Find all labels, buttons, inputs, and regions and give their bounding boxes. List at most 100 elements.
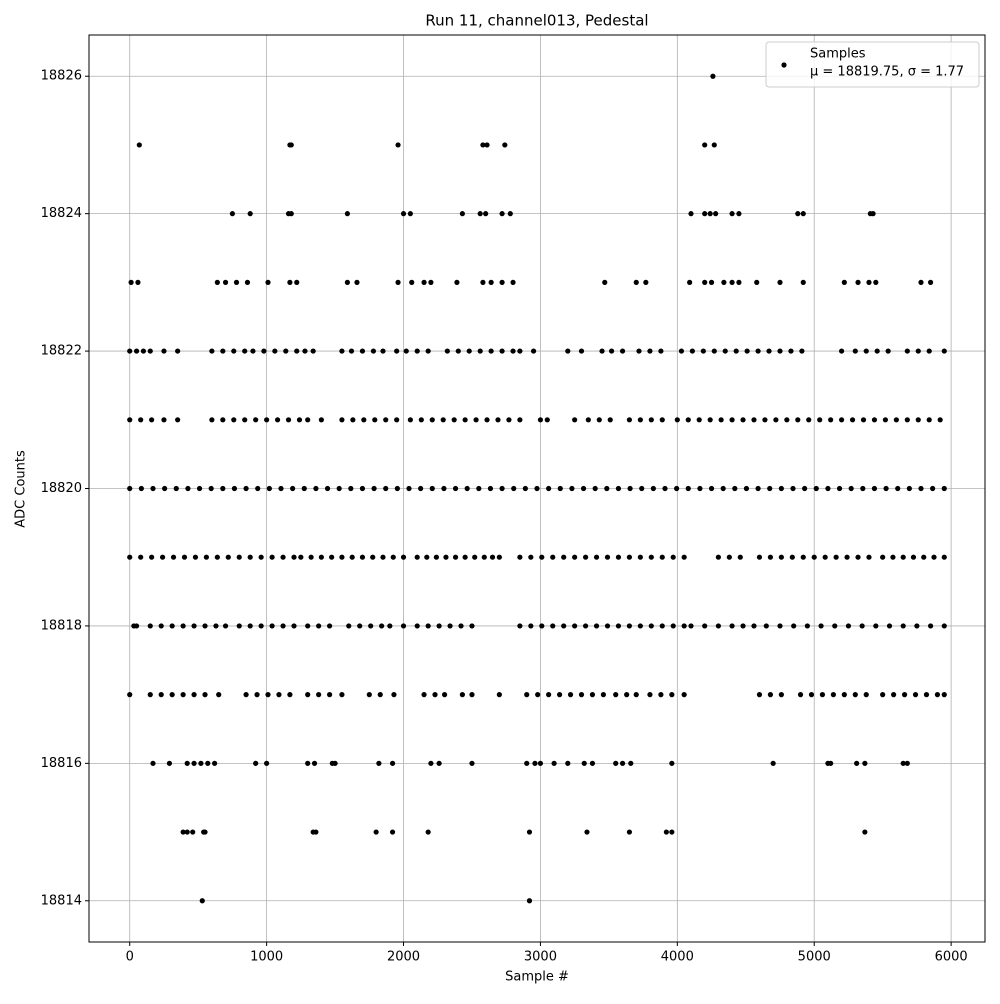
data-point bbox=[797, 692, 804, 698]
data-point bbox=[291, 623, 297, 629]
data-point bbox=[418, 485, 424, 492]
data-point bbox=[740, 623, 746, 629]
data-point bbox=[844, 554, 850, 560]
data-point bbox=[860, 485, 866, 492]
data-point bbox=[763, 623, 769, 629]
data-point bbox=[582, 623, 589, 629]
data-point bbox=[190, 829, 196, 835]
data-point bbox=[287, 279, 293, 285]
data-point bbox=[425, 829, 431, 835]
data-point bbox=[756, 554, 763, 560]
data-point bbox=[565, 760, 571, 766]
x-tick-label: 3000 bbox=[524, 950, 557, 965]
data-point bbox=[254, 692, 260, 698]
data-point bbox=[830, 692, 836, 698]
data-point bbox=[487, 485, 494, 492]
data-point bbox=[359, 485, 366, 492]
data-point bbox=[526, 829, 533, 835]
data-point bbox=[199, 898, 205, 904]
data-point bbox=[689, 348, 695, 354]
data-point bbox=[713, 211, 719, 217]
data-point bbox=[849, 417, 856, 423]
y-tick-label: 18822 bbox=[41, 344, 82, 359]
data-point bbox=[310, 348, 316, 354]
data-point bbox=[880, 554, 886, 560]
data-point bbox=[185, 485, 191, 492]
data-point bbox=[324, 485, 331, 492]
data-point bbox=[361, 417, 367, 423]
data-point bbox=[702, 279, 708, 285]
data-point bbox=[329, 554, 335, 560]
data-point bbox=[539, 623, 545, 629]
data-point bbox=[901, 692, 908, 698]
data-point bbox=[274, 417, 281, 423]
data-point bbox=[873, 623, 879, 629]
data-point bbox=[702, 623, 708, 629]
data-point bbox=[754, 279, 760, 285]
data-point bbox=[681, 554, 687, 560]
data-point bbox=[918, 279, 924, 285]
data-point bbox=[863, 692, 869, 698]
data-point bbox=[674, 485, 680, 492]
data-point bbox=[484, 142, 490, 148]
data-point bbox=[287, 692, 293, 698]
data-point bbox=[395, 279, 401, 285]
data-point bbox=[288, 211, 294, 217]
data-point bbox=[828, 760, 834, 766]
data-point bbox=[451, 417, 457, 423]
data-point bbox=[127, 554, 133, 560]
data-point bbox=[522, 485, 528, 492]
data-point bbox=[278, 485, 284, 492]
data-point bbox=[184, 760, 190, 766]
data-point bbox=[648, 417, 654, 423]
data-point bbox=[532, 760, 538, 766]
data-point bbox=[561, 554, 567, 560]
data-point bbox=[127, 485, 133, 492]
data-point bbox=[203, 554, 209, 560]
data-point bbox=[138, 485, 144, 492]
data-point bbox=[593, 554, 600, 560]
data-point bbox=[233, 279, 240, 285]
data-point bbox=[359, 348, 366, 354]
y-tick-label: 18824 bbox=[41, 206, 82, 221]
data-point bbox=[305, 760, 311, 766]
data-point bbox=[604, 554, 611, 560]
data-point bbox=[276, 692, 282, 698]
data-point bbox=[480, 142, 486, 148]
data-point bbox=[788, 348, 794, 354]
data-point bbox=[294, 348, 300, 354]
data-point bbox=[127, 348, 133, 354]
data-point bbox=[813, 485, 819, 492]
data-point bbox=[506, 417, 512, 423]
data-point bbox=[910, 554, 917, 560]
data-point bbox=[149, 554, 155, 560]
data-point bbox=[670, 554, 676, 560]
data-point bbox=[893, 417, 899, 423]
data-point bbox=[859, 623, 865, 629]
data-point bbox=[537, 760, 544, 766]
data-point bbox=[294, 279, 300, 285]
data-point bbox=[766, 348, 772, 354]
data-point bbox=[150, 485, 156, 492]
data-point bbox=[377, 692, 383, 698]
data-point bbox=[863, 348, 869, 354]
data-point bbox=[258, 623, 264, 629]
y-tick-label: 18820 bbox=[41, 481, 82, 496]
data-point bbox=[421, 279, 427, 285]
data-point bbox=[755, 348, 761, 354]
data-point bbox=[613, 760, 619, 766]
data-point bbox=[546, 692, 552, 698]
data-point bbox=[550, 623, 556, 629]
data-point bbox=[637, 554, 643, 560]
data-point bbox=[852, 692, 858, 698]
data-point bbox=[636, 348, 642, 354]
data-point bbox=[170, 554, 177, 560]
data-point bbox=[436, 623, 442, 629]
data-point bbox=[147, 623, 153, 629]
data-point bbox=[400, 211, 407, 217]
data-point bbox=[845, 623, 852, 629]
data-point bbox=[425, 348, 431, 354]
data-point bbox=[795, 211, 801, 217]
data-point bbox=[499, 279, 505, 285]
chart-title: Run 11, channel013, Pedestal bbox=[425, 12, 648, 30]
